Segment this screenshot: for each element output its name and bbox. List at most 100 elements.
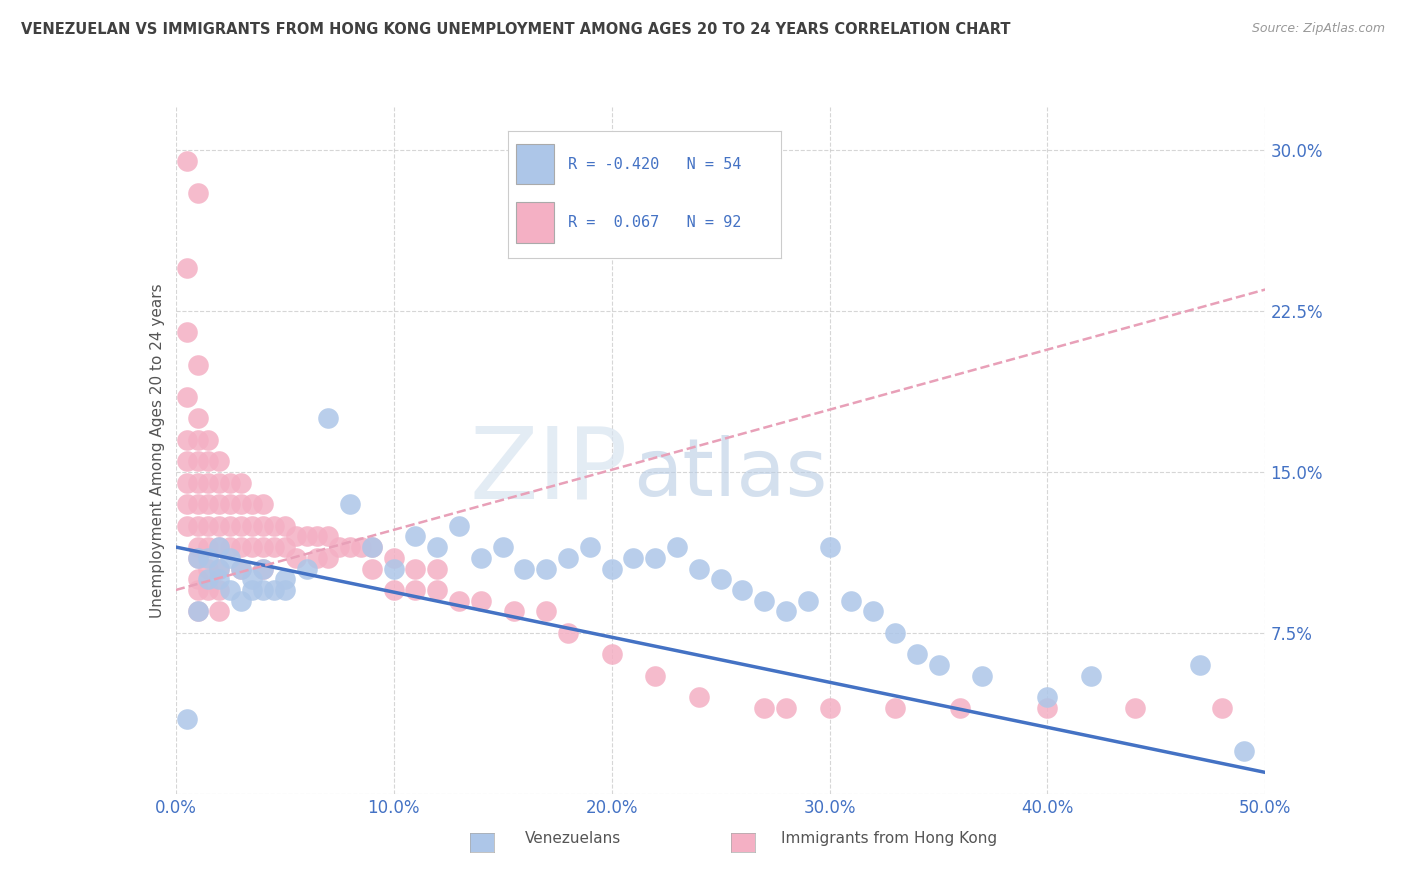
Point [470, 550, 492, 565]
Point [197, 475, 219, 490]
Point [274, 518, 297, 533]
Point [208, 561, 231, 575]
Point [186, 540, 209, 554]
Point [176, 153, 198, 168]
Point [534, 561, 557, 575]
Point [176, 433, 198, 447]
Point [905, 648, 928, 662]
Point [186, 550, 209, 565]
Point [252, 518, 274, 533]
Point [219, 582, 242, 597]
Point [176, 497, 198, 511]
Point [208, 540, 231, 554]
Point [186, 604, 209, 618]
Point [186, 582, 209, 597]
Point [252, 561, 274, 575]
Point [274, 572, 297, 586]
Point [263, 582, 285, 597]
Point [928, 658, 950, 673]
Text: atlas: atlas [633, 435, 828, 514]
Point [470, 593, 492, 607]
Point [208, 604, 231, 618]
Point [176, 390, 198, 404]
Point [176, 454, 198, 468]
Point [208, 582, 231, 597]
Point [176, 712, 198, 726]
Point [754, 701, 776, 715]
Text: VENEZUELAN VS IMMIGRANTS FROM HONG KONG UNEMPLOYMENT AMONG AGES 20 TO 24 YEARS C: VENEZUELAN VS IMMIGRANTS FROM HONG KONG … [21, 22, 1011, 37]
Point [186, 475, 209, 490]
Point [818, 540, 841, 554]
Point [263, 518, 285, 533]
Point [231, 561, 253, 575]
Point [231, 518, 253, 533]
Point [644, 669, 666, 683]
Point [513, 561, 536, 575]
Point [219, 518, 242, 533]
Point [339, 540, 361, 554]
Text: Source: ZipAtlas.com: Source: ZipAtlas.com [1251, 22, 1385, 36]
Point [208, 561, 231, 575]
Point [197, 497, 219, 511]
Point [219, 497, 242, 511]
Point [1123, 701, 1146, 715]
Point [176, 326, 198, 340]
Point [231, 475, 253, 490]
Point [186, 518, 209, 533]
Point [274, 582, 297, 597]
Point [710, 572, 733, 586]
Point [197, 433, 219, 447]
Point [644, 550, 666, 565]
Point [197, 540, 219, 554]
Point [350, 540, 373, 554]
Point [426, 561, 449, 575]
Point [360, 540, 382, 554]
Point [970, 669, 993, 683]
Point [318, 529, 340, 543]
Point [252, 540, 274, 554]
Point [208, 572, 231, 586]
Point [186, 604, 209, 618]
Point [231, 540, 253, 554]
Point [600, 561, 623, 575]
Point [382, 561, 405, 575]
Point [688, 690, 710, 705]
Point [231, 593, 253, 607]
Point [775, 604, 797, 618]
Point [502, 604, 524, 618]
Point [382, 550, 405, 565]
Point [252, 497, 274, 511]
Point [405, 561, 427, 575]
Point [208, 540, 231, 554]
Point [426, 582, 449, 597]
Point [360, 561, 382, 575]
Point [186, 433, 209, 447]
Point [884, 626, 907, 640]
Point [295, 561, 318, 575]
Point [447, 593, 470, 607]
Point [186, 186, 209, 200]
Point [219, 550, 242, 565]
Point [405, 529, 427, 543]
Point [263, 540, 285, 554]
Point [318, 550, 340, 565]
Point [231, 561, 253, 575]
Point [240, 582, 263, 597]
Point [176, 518, 198, 533]
Point [186, 497, 209, 511]
Point [557, 550, 579, 565]
Point [884, 701, 907, 715]
Point [197, 561, 219, 575]
Point [252, 582, 274, 597]
Point [796, 593, 818, 607]
Point [666, 540, 689, 554]
Text: Venezuelans: Venezuelans [524, 831, 620, 846]
Point [176, 475, 198, 490]
Point [1036, 701, 1059, 715]
Point [197, 518, 219, 533]
Point [240, 572, 263, 586]
Point [186, 411, 209, 425]
Point [186, 454, 209, 468]
Point [492, 540, 515, 554]
Point [1232, 744, 1256, 758]
